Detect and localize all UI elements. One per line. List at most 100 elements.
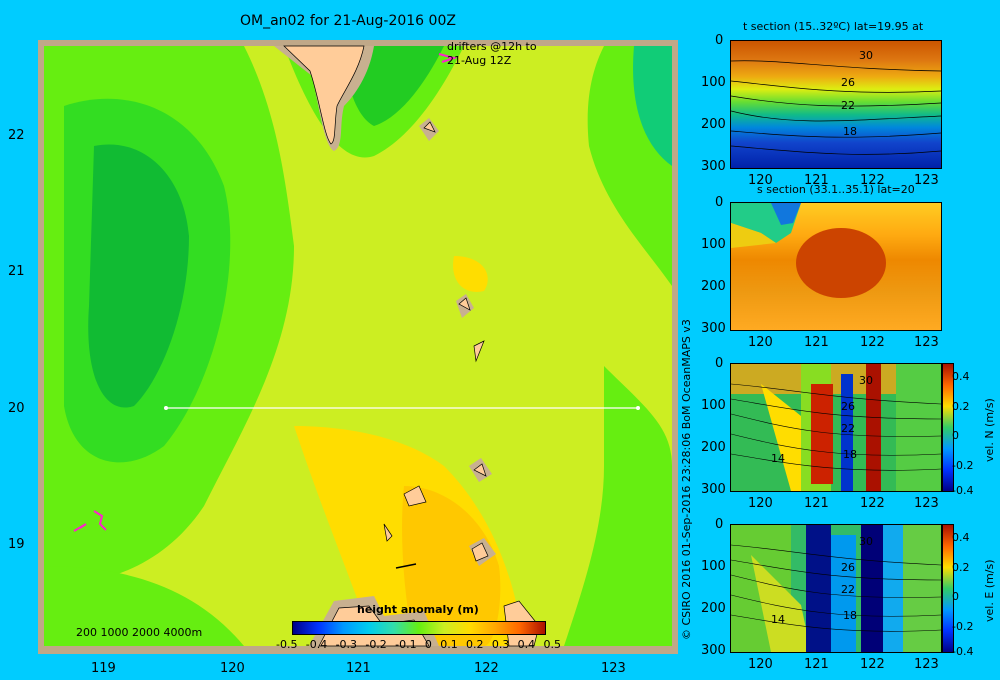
t-x-tick: 121 xyxy=(804,173,829,188)
ve-x-tick: 121 xyxy=(804,657,829,672)
vn-contour-label: 30 xyxy=(859,374,873,387)
s-section-field xyxy=(730,202,942,331)
s-y-tick: 100 xyxy=(701,237,726,252)
colorbar-label: 0.3 xyxy=(491,638,510,651)
section-start xyxy=(164,406,168,410)
vn-y-tick: 300 xyxy=(701,482,726,497)
s-y-tick: 200 xyxy=(701,279,726,294)
anomaly-north-lower xyxy=(344,46,444,126)
anomaly-contour-lowest xyxy=(88,144,189,408)
t-section-contours xyxy=(731,60,941,155)
colorbar-label: -0.3 xyxy=(335,638,358,651)
land-taiwan xyxy=(283,45,365,145)
vn-y-tick: 200 xyxy=(701,440,726,455)
colorbar-label: -0.2 xyxy=(365,638,387,651)
map-x-tick-120: 120 xyxy=(220,661,245,676)
t-x-tick: 122 xyxy=(860,173,885,188)
colorbar-title: height anomaly (m) xyxy=(357,603,479,616)
island-a xyxy=(423,121,436,133)
s-y-tick: 300 xyxy=(701,321,726,336)
ve-y-tick: 0 xyxy=(715,517,724,532)
colorbar-label: 0.1 xyxy=(440,638,458,651)
colorbar-label: -0.5 xyxy=(276,638,298,651)
ve-section-field: 30 26 22 18 14 xyxy=(730,524,942,653)
vn-contour-label: 26 xyxy=(841,400,855,413)
map-x-tick-123: 123 xyxy=(601,661,626,676)
ve-section-overlay xyxy=(731,525,941,652)
s-x-tick: 123 xyxy=(914,335,939,350)
island-b xyxy=(458,297,471,311)
colorbar-label: 0 xyxy=(424,638,432,651)
ve-colorbar xyxy=(942,524,954,653)
drifter-legend-marker xyxy=(438,53,458,63)
vn-y-tick: 100 xyxy=(701,398,726,413)
vn-contour-label: 18 xyxy=(843,448,857,461)
map-x-tick-119: 119 xyxy=(91,661,116,676)
s-x-tick: 120 xyxy=(748,335,773,350)
island-h xyxy=(395,563,417,569)
vn-colorbar-label: 0 xyxy=(952,429,959,442)
s-x-tick: 122 xyxy=(860,335,885,350)
s-y-tick: 0 xyxy=(715,195,724,210)
depth-legend: 200 1000 2000 4000m xyxy=(76,626,203,639)
map-x-tick-122: 122 xyxy=(474,661,499,676)
t-section-title: t section (15..32ºC) lat=19.95 at xyxy=(743,20,924,33)
ve-colorbar-label: -0.2 xyxy=(952,620,974,633)
drifter-note-line1: drifters @12h to xyxy=(447,40,537,53)
vn-x-tick: 121 xyxy=(804,496,829,511)
map-y-tick-22: 22 xyxy=(8,128,25,143)
map-x-tick-121: 121 xyxy=(346,661,371,676)
map-y-tick-19: 19 xyxy=(8,537,25,552)
vn-section-overlay xyxy=(731,364,941,491)
vn-y-tick: 0 xyxy=(715,356,724,371)
ve-colorbar-label: -0.4 xyxy=(952,645,974,658)
ve-y-tick: 200 xyxy=(701,601,726,616)
anomaly-southeast-low xyxy=(564,366,672,646)
colorbar-label: -0.1 xyxy=(395,638,417,651)
vn-contour-label: 22 xyxy=(841,422,855,435)
height-anomaly-map xyxy=(38,40,678,654)
t-contour-label: 26 xyxy=(841,76,855,89)
map-title: OM_an02 for 21-Aug-2016 00Z xyxy=(240,13,456,29)
anomaly-high-patch xyxy=(453,256,488,292)
anomaly-east-lower xyxy=(633,46,672,166)
vn-colorbar-label: -0.4 xyxy=(952,484,974,497)
vn-x-tick: 123 xyxy=(914,496,939,511)
t-contour-label: 30 xyxy=(859,49,873,62)
vn-colorbar xyxy=(942,363,954,492)
s-x-tick: 121 xyxy=(804,335,829,350)
ve-colorbar-label: 0 xyxy=(952,590,959,603)
s-section-overlay xyxy=(731,203,886,298)
drifter-track-a xyxy=(73,523,87,532)
anomaly-southwest-low xyxy=(44,566,244,646)
island-f xyxy=(471,542,489,562)
section-end xyxy=(636,406,640,410)
map-y-tick-21: 21 xyxy=(8,264,25,279)
t-section-field: 30 26 22 18 xyxy=(730,40,942,169)
ve-contour-label: 30 xyxy=(859,535,873,548)
t-contour-label: 22 xyxy=(841,99,855,112)
ve-y-tick: 100 xyxy=(701,559,726,574)
ve-colorbar-label: 0.2 xyxy=(952,561,970,574)
ve-contour-label: 22 xyxy=(841,583,855,596)
t-y-tick: 100 xyxy=(701,75,726,90)
colorbar-label: 0.5 xyxy=(543,638,561,651)
ve-x-tick: 122 xyxy=(860,657,885,672)
ve-contour-label: 26 xyxy=(841,561,855,574)
vn-colorbar-label: 0.2 xyxy=(952,400,970,413)
t-y-tick: 200 xyxy=(701,117,726,132)
t-x-tick: 123 xyxy=(914,173,939,188)
t-y-tick: 300 xyxy=(701,159,726,174)
drifter-note-line2: 21-Aug 12Z xyxy=(447,54,512,67)
anomaly-higher xyxy=(402,486,501,646)
colorbar-label: 0.4 xyxy=(517,638,536,651)
vn-colorbar-title: vel. N (m/s) xyxy=(983,398,996,462)
t-contour-label: 18 xyxy=(843,125,857,138)
ve-x-tick: 120 xyxy=(748,657,773,672)
t-y-tick: 0 xyxy=(715,33,724,48)
vn-x-tick: 122 xyxy=(860,496,885,511)
ve-contour-label: 18 xyxy=(843,609,857,622)
vn-contour-label: 14 xyxy=(771,452,785,465)
ve-colorbar-label: 0.4 xyxy=(952,531,970,544)
vn-x-tick: 120 xyxy=(748,496,773,511)
